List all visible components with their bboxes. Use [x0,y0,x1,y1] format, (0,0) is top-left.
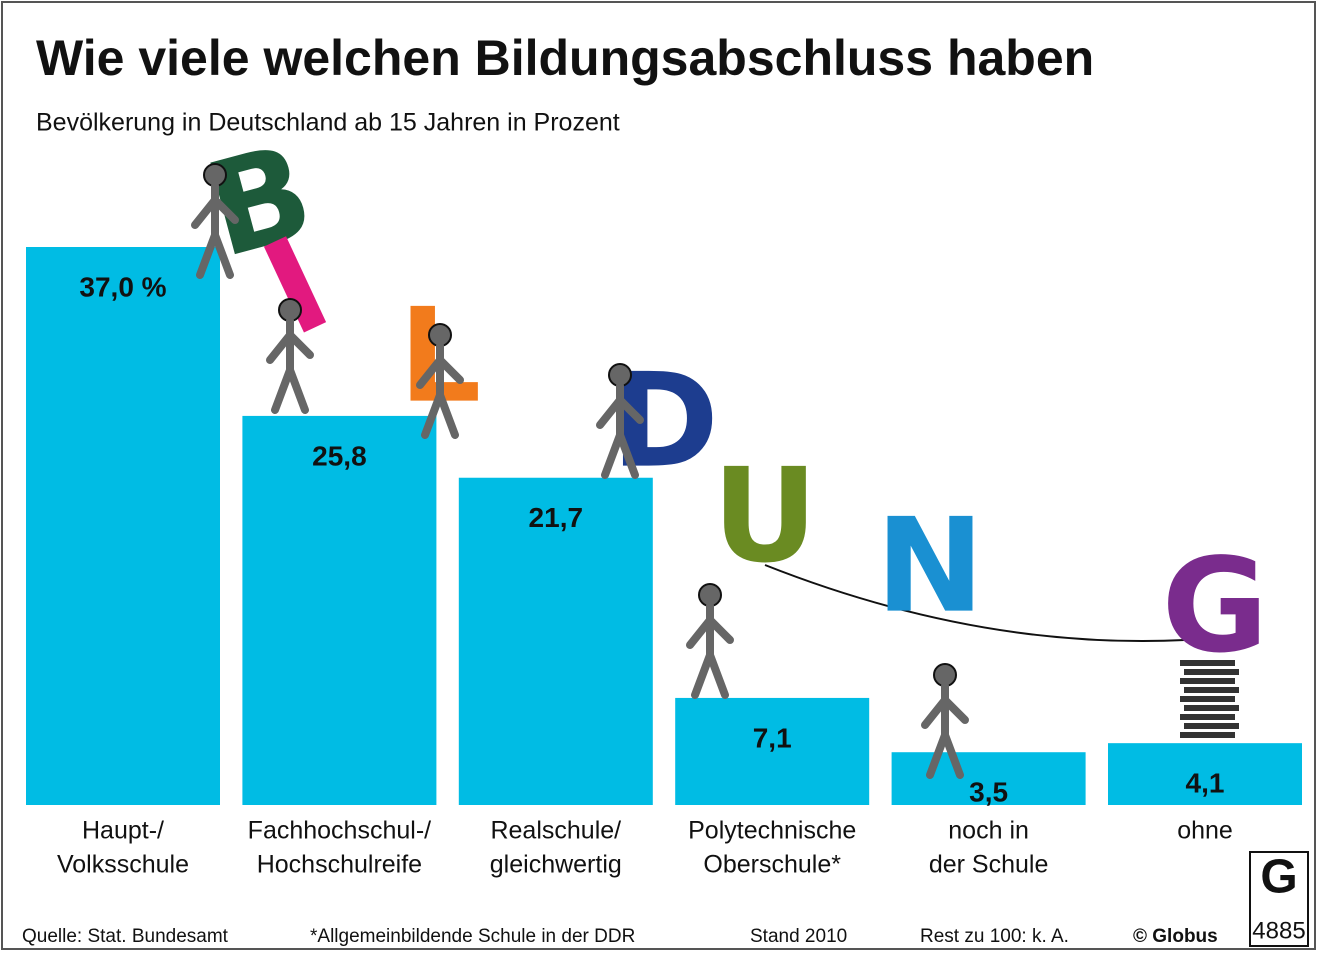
x-tick-label: noch in [948,817,1029,845]
bar [26,247,220,805]
value-label: 7,1 [753,722,792,753]
value-label: 25,8 [312,440,367,471]
book [1180,732,1235,738]
x-tick-label: Volksschule [57,851,189,879]
x-tick-label: Oberschule* [703,851,841,879]
figure-body [690,606,730,695]
x-tick-label: Realschule/ [490,817,621,845]
source: Quelle: Stat. Bundesamt [22,926,229,947]
illustration-letter: U [712,440,818,592]
x-tick-label: ohne [1177,817,1233,845]
book [1184,705,1239,711]
illustration-letter: N [876,490,985,642]
chart-subtitle: Bevölkerung in Deutschland ab 15 Jahren … [36,109,620,137]
book [1180,660,1235,666]
illustration-letter: G [1162,530,1269,682]
book [1184,669,1239,675]
bar [242,416,436,805]
copyright: © Globus [1133,926,1218,947]
book [1184,687,1239,693]
x-tick-label: Polytechnische [688,817,856,845]
book [1180,678,1235,684]
logo-number: 4885 [1252,917,1305,944]
x-tick-label: der Schule [929,851,1049,879]
value-label: 21,7 [529,502,584,533]
value-label: 4,1 [1186,768,1225,799]
chart: Wie viele welchen Bildungsabschluss habe… [0,0,1319,953]
chart-title: Wie viele welchen Bildungsabschluss habe… [36,30,1094,86]
value-label: 37,0 % [79,271,166,302]
book [1180,696,1235,702]
x-tick-label: Haupt-/ [82,817,164,845]
x-tick-label: Hochschulreife [257,851,422,879]
logo-letter: G [1260,851,1297,904]
footnote: *Allgemeinbildende Schule in der DDR [310,926,635,947]
value-label: 3,5 [969,777,1008,808]
rest-note: Rest zu 100: k. A. [920,926,1069,947]
book [1184,723,1239,729]
date: Stand 2010 [750,926,847,947]
book [1180,714,1235,720]
x-tick-label: gleichwertig [490,851,622,879]
x-tick-label: Fachhochschul-/ [248,817,431,845]
